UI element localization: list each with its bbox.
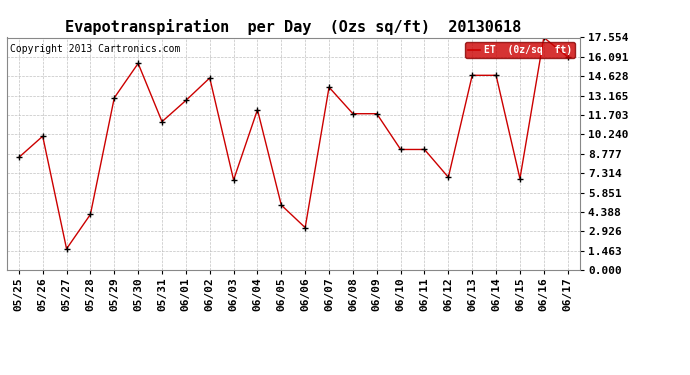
Legend: ET  (0z/sq  ft): ET (0z/sq ft) xyxy=(465,42,575,58)
Title: Evapotranspiration  per Day  (Ozs sq/ft)  20130618: Evapotranspiration per Day (Ozs sq/ft) 2… xyxy=(65,19,522,35)
Text: Copyright 2013 Cartronics.com: Copyright 2013 Cartronics.com xyxy=(10,45,180,54)
